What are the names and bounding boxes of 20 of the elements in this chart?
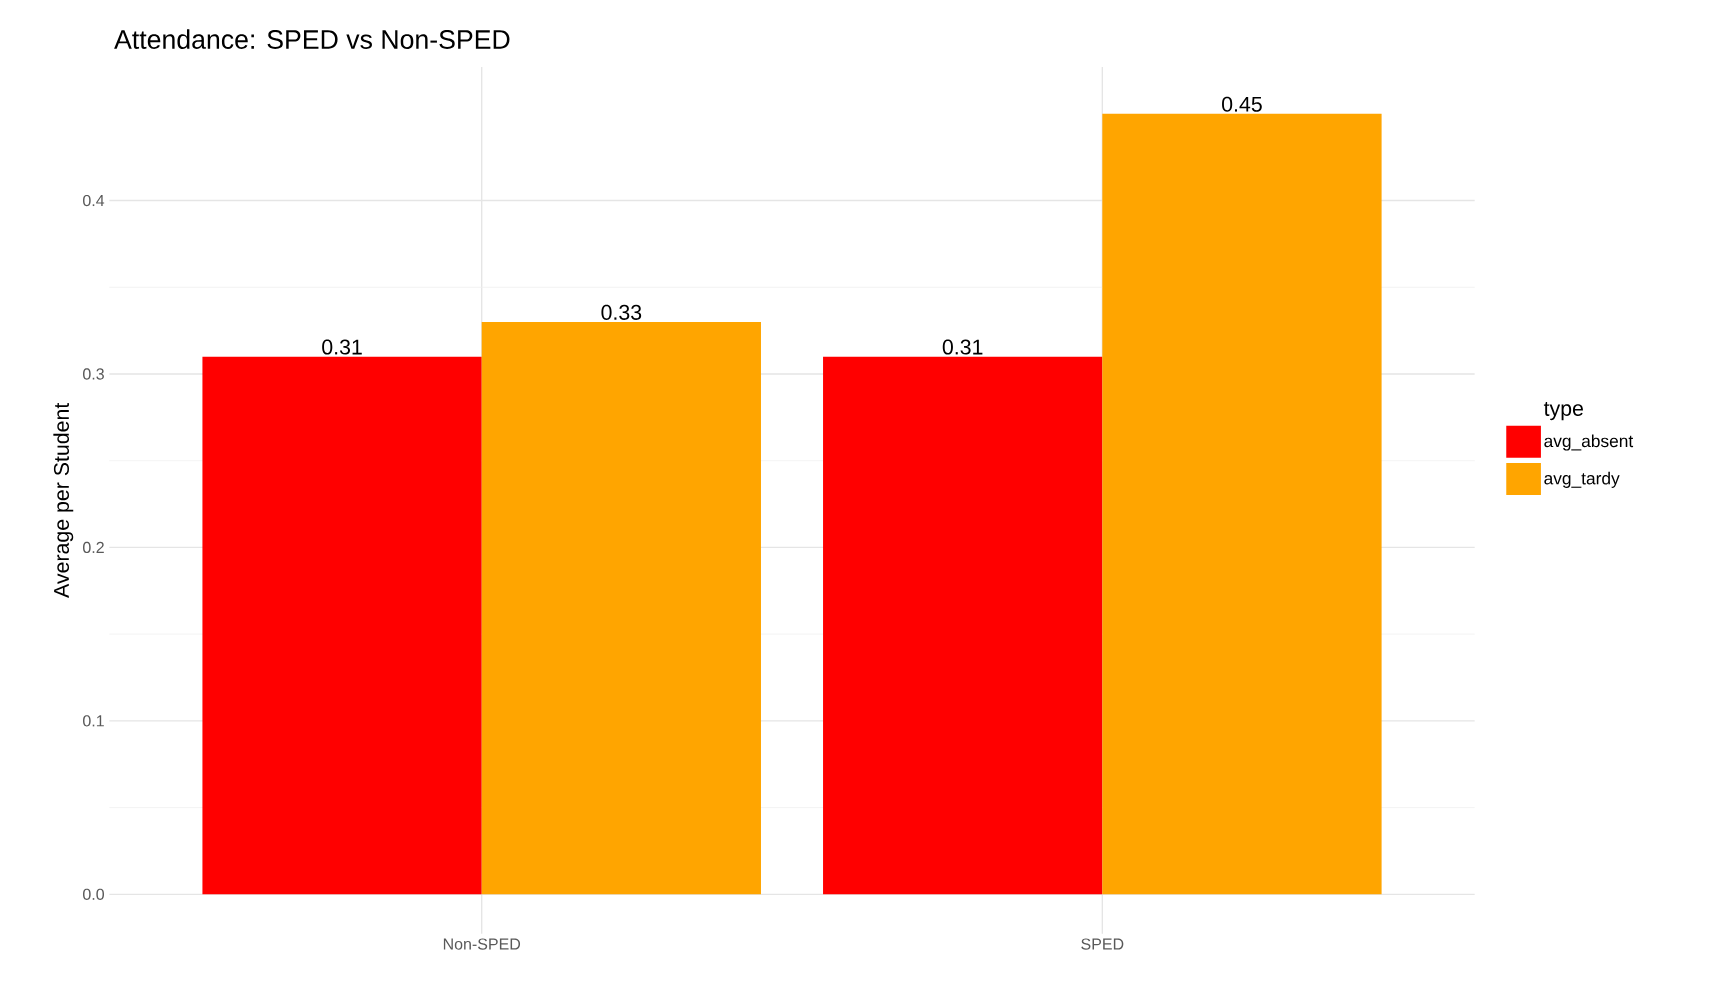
legend-title: type <box>1543 401 1583 421</box>
y-tick-label: 0.0 <box>83 888 105 900</box>
bar <box>202 356 482 895</box>
y-tick-label: 0.3 <box>83 368 104 380</box>
y-axis-title: Average per Student <box>53 402 74 598</box>
x-tick-label: Non-SPED <box>443 938 521 950</box>
x-tick-label: SPED <box>1081 938 1124 950</box>
y-tick-label: 0.1 <box>83 715 104 727</box>
legend-label: avg_tardy <box>1544 471 1620 488</box>
data-label: 0.31 <box>942 339 983 355</box>
chart-title: Attendance: SPED vs Non-SPED <box>114 29 510 49</box>
bar <box>1102 113 1382 895</box>
y-tick-label: 0.2 <box>83 541 104 554</box>
data-label: 0.31 <box>322 339 362 355</box>
y-tick-label: 0.4 <box>83 194 105 207</box>
bar <box>823 356 1103 895</box>
data-label: 0.33 <box>601 304 642 320</box>
data-label: 0.45 <box>1222 96 1262 112</box>
bar <box>481 321 761 895</box>
legend-label: avg_absent <box>1544 434 1634 451</box>
